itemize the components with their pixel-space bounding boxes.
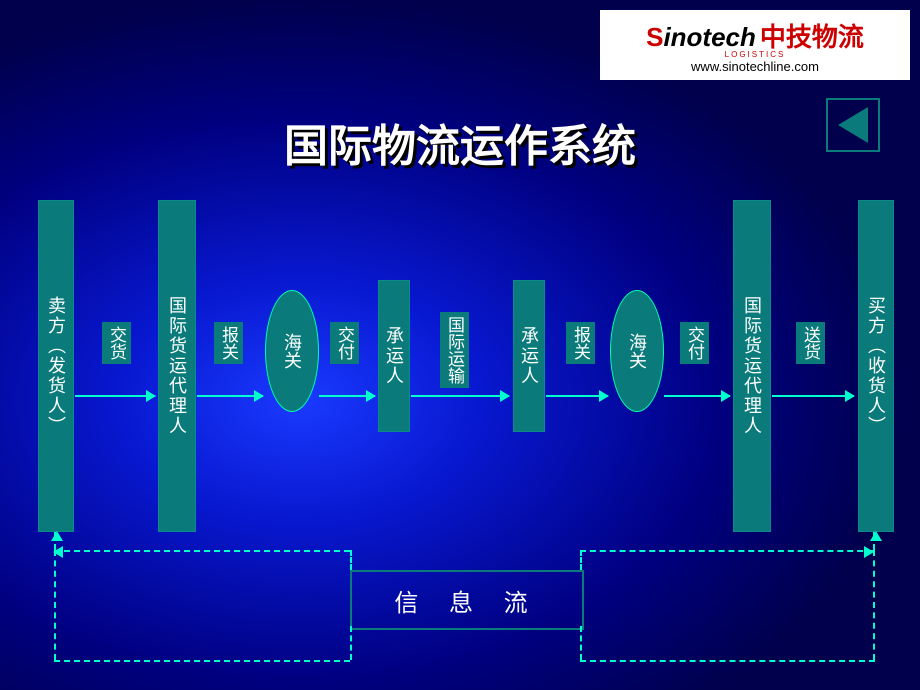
info-flow-dash	[54, 660, 350, 662]
info-flow-box: 信 息 流	[350, 570, 584, 630]
flow-arrow	[772, 395, 854, 397]
info-flow-dash	[580, 626, 582, 660]
info-flow-dash	[54, 550, 56, 660]
node-carrier-2: 承运人	[513, 280, 545, 432]
info-flow-dash	[873, 550, 875, 660]
edge-label-deliver-1: 交货	[102, 322, 131, 364]
node-intl-agent-2: 国际货运代理人	[733, 200, 771, 532]
flow-arrow	[319, 395, 375, 397]
info-flow-dash	[350, 626, 352, 660]
logo-main: Sinotech 中技物流	[646, 17, 864, 54]
logo-en: Sinotech	[646, 22, 756, 53]
edge-label-handover-2: 交付	[680, 322, 709, 364]
info-flow-dash	[580, 660, 875, 662]
flow-arrow	[197, 395, 263, 397]
flow-arrow	[75, 395, 155, 397]
logo-sub: LOGISTICS	[725, 50, 786, 59]
node-intl-agent-1: 国际货运代理人	[158, 200, 196, 532]
info-flow-dash	[54, 532, 56, 550]
node-carrier-1: 承运人	[378, 280, 410, 432]
flow-arrow	[546, 395, 608, 397]
node-buyer: 买方（收货人）	[858, 200, 894, 532]
logo-cn: 中技物流	[760, 17, 864, 54]
edge-label-send: 送货	[796, 322, 825, 364]
info-flow-dash	[350, 550, 352, 570]
edge-label-declare-1: 报关	[214, 322, 243, 364]
node-customs-1: 海关	[265, 290, 319, 412]
edge-label-intl-transport: 国际运输	[440, 312, 469, 388]
info-flow-dash	[873, 532, 875, 550]
info-flow-dash	[580, 550, 582, 570]
flow-arrow	[411, 395, 509, 397]
diagram-stage: 卖方（发货人） 国际货运代理人 海关 承运人 承运人 海关 国际货运代理人 买方（收货人） 交货…	[0, 200, 920, 690]
flow-arrow	[664, 395, 730, 397]
page-title: 国际物流运作系统	[0, 110, 920, 174]
edge-label-declare-2: 报关	[566, 322, 595, 364]
logo-rest: inotech	[663, 22, 755, 52]
edge-label-handover-1: 交付	[330, 322, 359, 364]
node-seller: 卖方（发货人）	[38, 200, 74, 532]
info-flow-dash	[54, 550, 350, 552]
logo-container: Sinotech 中技物流 LOGISTICS www.sinotechline…	[600, 10, 910, 80]
node-customs-2: 海关	[610, 290, 664, 412]
info-flow-dash	[580, 550, 873, 552]
logo-s: S	[646, 22, 663, 52]
logo-url: www.sinotechline.com	[691, 59, 819, 74]
